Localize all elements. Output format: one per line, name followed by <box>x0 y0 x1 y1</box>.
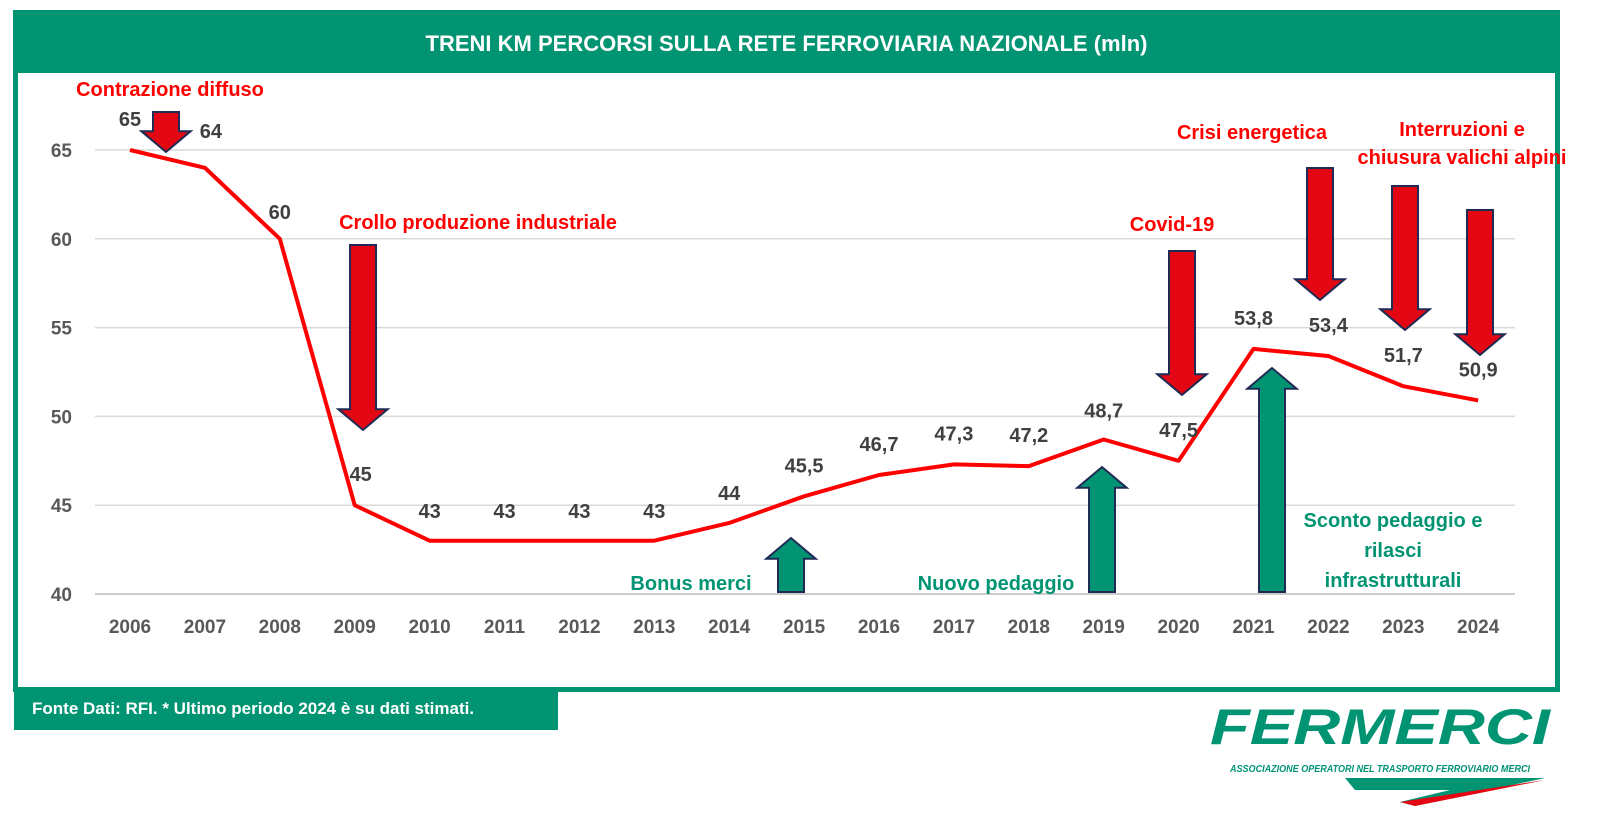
y-tick-label: 60 <box>51 230 72 251</box>
x-tick-label: 2010 <box>408 617 450 638</box>
x-tick-label: 2012 <box>558 617 600 638</box>
y-tick-label: 65 <box>51 141 73 162</box>
annotation-negative: Crollo produzione industriale <box>339 212 617 234</box>
annotation-negative: Crisi energetica <box>1177 122 1328 144</box>
data-label: 64 <box>200 121 223 143</box>
data-label: 51,7 <box>1384 345 1423 367</box>
data-label: 43 <box>643 501 665 523</box>
annotation-positive: rilasci <box>1364 540 1422 562</box>
x-tick-label: 2020 <box>1157 617 1199 638</box>
data-label: 43 <box>418 501 440 523</box>
x-tick-label: 2021 <box>1232 617 1275 638</box>
y-tick-label: 40 <box>51 585 72 606</box>
data-label: 46,7 <box>860 434 899 456</box>
data-label: 43 <box>568 501 590 523</box>
data-label: 43 <box>493 501 515 523</box>
logo-tagline: ASSOCIAZIONE OPERATORI NEL TRASPORTO FER… <box>1229 764 1530 775</box>
data-label: 47,2 <box>1009 425 1048 447</box>
annotation-positive: infrastrutturali <box>1325 570 1462 592</box>
data-label: 44 <box>718 483 741 505</box>
arrow-up-icon <box>1074 465 1130 593</box>
x-tick-label: 2017 <box>933 617 975 638</box>
x-tick-label: 2013 <box>633 617 675 638</box>
fermerci-logo: FERMERCI ASSOCIAZIONE OPERATORI NEL TRAS… <box>1210 700 1551 806</box>
source-note: Fonte Dati: RFI. * Ultimo periodo 2024 è… <box>14 688 558 730</box>
data-label: 53,4 <box>1309 315 1349 337</box>
data-label: 53,8 <box>1234 308 1273 330</box>
data-label: 65 <box>119 109 141 131</box>
annotation-negative: Covid-19 <box>1130 214 1214 236</box>
x-tick-label: 2016 <box>858 617 900 638</box>
annotation-positive: Nuovo pedaggio <box>918 573 1075 595</box>
x-tick-label: 2023 <box>1382 617 1424 638</box>
arrow-down-icon <box>335 244 391 432</box>
arrow-down-icon <box>1292 167 1348 302</box>
data-label: 48,7 <box>1084 400 1123 422</box>
data-label: 47,3 <box>934 423 973 445</box>
x-tick-label: 2008 <box>259 617 301 638</box>
arrow-up-icon <box>1244 366 1300 593</box>
y-tick-label: 45 <box>51 496 73 517</box>
x-tick-label: 2011 <box>484 617 526 638</box>
line-chart: 40 45 50 55 60 65 2006 2007 2008 2009 2010 2011 2012… <box>51 79 1567 638</box>
x-tick-label: 2019 <box>1083 617 1125 638</box>
x-tick-label: 2024 <box>1457 617 1500 638</box>
data-label: 47,5 <box>1159 420 1198 442</box>
x-tick-label: 2009 <box>334 617 376 638</box>
logo-swoosh <box>1345 778 1545 806</box>
data-label: 60 <box>269 202 291 224</box>
arrow-down-icon <box>138 111 194 154</box>
annotation-negative: Contrazione diffuso <box>76 79 264 101</box>
y-tick-label: 50 <box>51 407 72 428</box>
annotation-negative: Interruzioni e <box>1399 119 1525 141</box>
x-tick-label: 2022 <box>1307 617 1349 638</box>
annotation-positive: Bonus merci <box>630 573 751 595</box>
annotation-negative: chiusura valichi alpini <box>1358 147 1567 169</box>
annotation-positive: Sconto pedaggio e <box>1304 510 1483 532</box>
arrow-down-icon <box>1377 185 1433 332</box>
arrow-down-icon <box>1452 209 1508 357</box>
data-label: 45,5 <box>785 455 824 477</box>
arrow-down-icon <box>1154 250 1210 397</box>
x-tick-label: 2006 <box>109 617 151 638</box>
chart-frame: TRENI KM PERCORSI SULLA RETE FERROVIARIA… <box>13 10 1560 692</box>
logo-name: FERMERCI <box>1210 700 1551 755</box>
x-tick-label: 2018 <box>1008 617 1050 638</box>
x-tick-label: 2007 <box>184 617 226 638</box>
data-label: 45 <box>350 464 372 486</box>
data-label: 50,9 <box>1459 359 1498 381</box>
arrow-up-icon <box>763 536 819 593</box>
x-tick-label: 2015 <box>783 617 826 638</box>
chart-title: TRENI KM PERCORSI SULLA RETE FERROVIARIA… <box>18 15 1555 73</box>
y-tick-label: 55 <box>51 319 73 340</box>
series-line <box>129 148 1479 543</box>
logo-swoosh-red <box>1400 780 1545 806</box>
x-tick-label: 2014 <box>708 617 751 638</box>
